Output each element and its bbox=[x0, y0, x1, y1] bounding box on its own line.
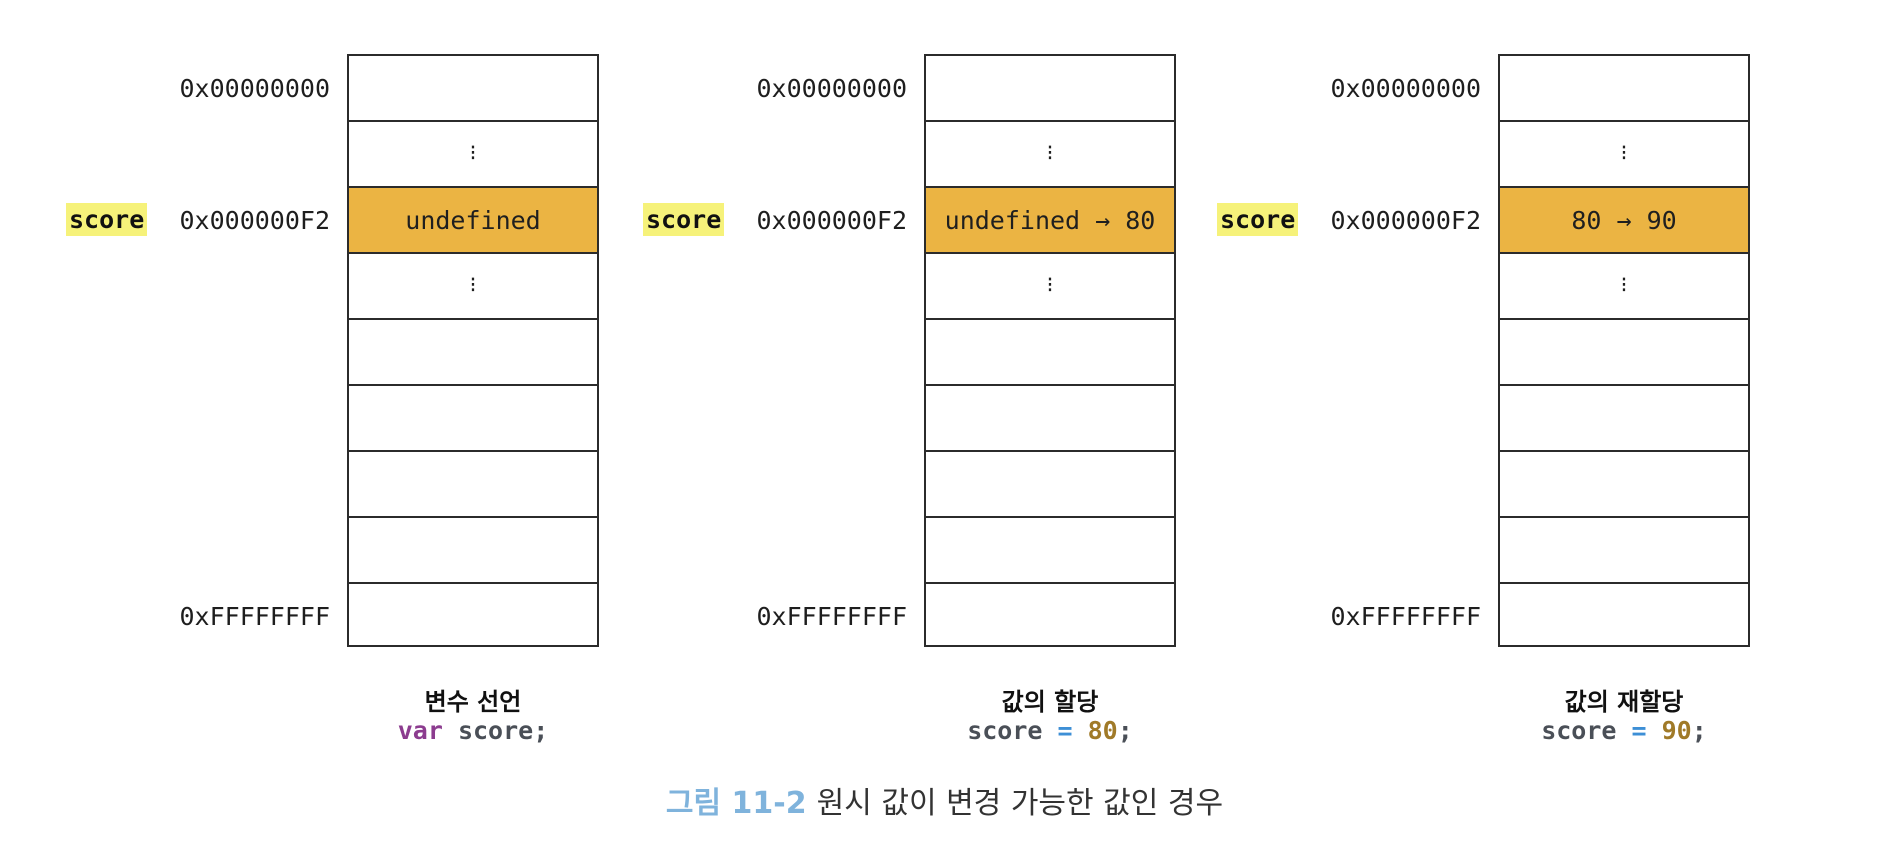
memory-cell bbox=[926, 320, 1174, 386]
address-top: 0x00000000 bbox=[756, 74, 907, 103]
cell-value: undefined → 80 bbox=[944, 205, 1156, 235]
code-text: score bbox=[967, 716, 1058, 745]
memory-cell bbox=[349, 584, 597, 649]
memory-cell bbox=[926, 56, 1174, 122]
memory-block: ⁝ undefined → 80 ⁝ bbox=[924, 54, 1176, 647]
memory-block: ⁝ undefined ⁝ bbox=[347, 54, 599, 647]
caption-code: score = 90; bbox=[1424, 716, 1824, 745]
code-operator: = bbox=[1631, 716, 1647, 745]
memory-cell bbox=[926, 518, 1174, 584]
address-top: 0x00000000 bbox=[1330, 74, 1481, 103]
code-operator: = bbox=[1057, 716, 1073, 745]
variable-label: score bbox=[66, 203, 148, 236]
address-top: 0x00000000 bbox=[179, 74, 330, 103]
memory-cell-score: undefined → 80 bbox=[926, 188, 1174, 254]
code-end: ; bbox=[1117, 716, 1133, 745]
memory-cell bbox=[349, 386, 597, 452]
memory-cell: ⁝ bbox=[1500, 122, 1748, 188]
address-variable: 0x000000F2 bbox=[1330, 206, 1481, 235]
memory-cell bbox=[1500, 452, 1748, 518]
memory-cell bbox=[1500, 386, 1748, 452]
cell-value: undefined bbox=[405, 205, 541, 235]
memory-block: ⁝ 80 → 90 ⁝ bbox=[1498, 54, 1750, 647]
panel-value-reassignment: score 0x00000000 0x000000F2 0xFFFFFFFF ⁝… bbox=[1191, 0, 1811, 760]
code-text: score; bbox=[442, 716, 549, 745]
panel-variable-declaration: score 0x00000000 0x000000F2 0xFFFFFFFF ⁝… bbox=[40, 0, 660, 760]
variable-label: score bbox=[1217, 203, 1299, 236]
memory-cell bbox=[349, 452, 597, 518]
memory-cell-score: 80 → 90 bbox=[1500, 188, 1748, 254]
memory-cell bbox=[1500, 518, 1748, 584]
memory-cell: ⁝ bbox=[349, 122, 597, 188]
memory-cell-score: undefined bbox=[349, 188, 597, 254]
ellipsis-icon: ⁝ bbox=[469, 273, 477, 298]
memory-cell bbox=[1500, 584, 1748, 649]
code-end: ; bbox=[1691, 716, 1707, 745]
ellipsis-icon: ⁝ bbox=[1620, 141, 1628, 166]
figure-caption: 그림 11-2 원시 값이 변경 가능한 값인 경우 bbox=[0, 778, 1889, 822]
code-number: 80 bbox=[1072, 716, 1118, 745]
ellipsis-icon: ⁝ bbox=[469, 141, 477, 166]
address-bottom: 0xFFFFFFFF bbox=[179, 602, 330, 631]
caption-title: 변수 선언 bbox=[424, 688, 522, 716]
address-bottom: 0xFFFFFFFF bbox=[1330, 602, 1481, 631]
ellipsis-icon: ⁝ bbox=[1046, 273, 1054, 298]
memory-cell: ⁝ bbox=[349, 254, 597, 320]
code-number: 90 bbox=[1646, 716, 1692, 745]
memory-cell: ⁝ bbox=[926, 122, 1174, 188]
memory-cell: ⁝ bbox=[1500, 254, 1748, 320]
variable-label: score bbox=[643, 203, 725, 236]
memory-cell bbox=[349, 320, 597, 386]
ellipsis-icon: ⁝ bbox=[1620, 273, 1628, 298]
panel-value-assignment: score 0x00000000 0x000000F2 0xFFFFFFFF ⁝… bbox=[617, 0, 1237, 760]
memory-cell bbox=[926, 584, 1174, 649]
memory-cell bbox=[349, 56, 597, 122]
memory-cell bbox=[1500, 56, 1748, 122]
code-keyword: var bbox=[397, 716, 443, 745]
caption-title: 값의 재할당 bbox=[1564, 688, 1684, 716]
ellipsis-icon: ⁝ bbox=[1046, 141, 1054, 166]
address-bottom: 0xFFFFFFFF bbox=[756, 602, 907, 631]
memory-cell bbox=[1500, 320, 1748, 386]
figure-caption-text: 원시 값이 변경 가능한 값인 경우 bbox=[816, 786, 1224, 821]
address-variable: 0x000000F2 bbox=[179, 206, 330, 235]
code-text: score bbox=[1541, 716, 1632, 745]
caption-code: score = 80; bbox=[850, 716, 1250, 745]
memory-cell bbox=[349, 518, 597, 584]
memory-cell: ⁝ bbox=[926, 254, 1174, 320]
caption-code: var score; bbox=[273, 716, 673, 745]
memory-cell bbox=[926, 386, 1174, 452]
address-variable: 0x000000F2 bbox=[756, 206, 907, 235]
figure-number: 그림 11-2 bbox=[665, 786, 807, 821]
memory-cell bbox=[926, 452, 1174, 518]
caption-title: 값의 할당 bbox=[1001, 688, 1099, 716]
cell-value: 80 → 90 bbox=[1571, 205, 1677, 235]
